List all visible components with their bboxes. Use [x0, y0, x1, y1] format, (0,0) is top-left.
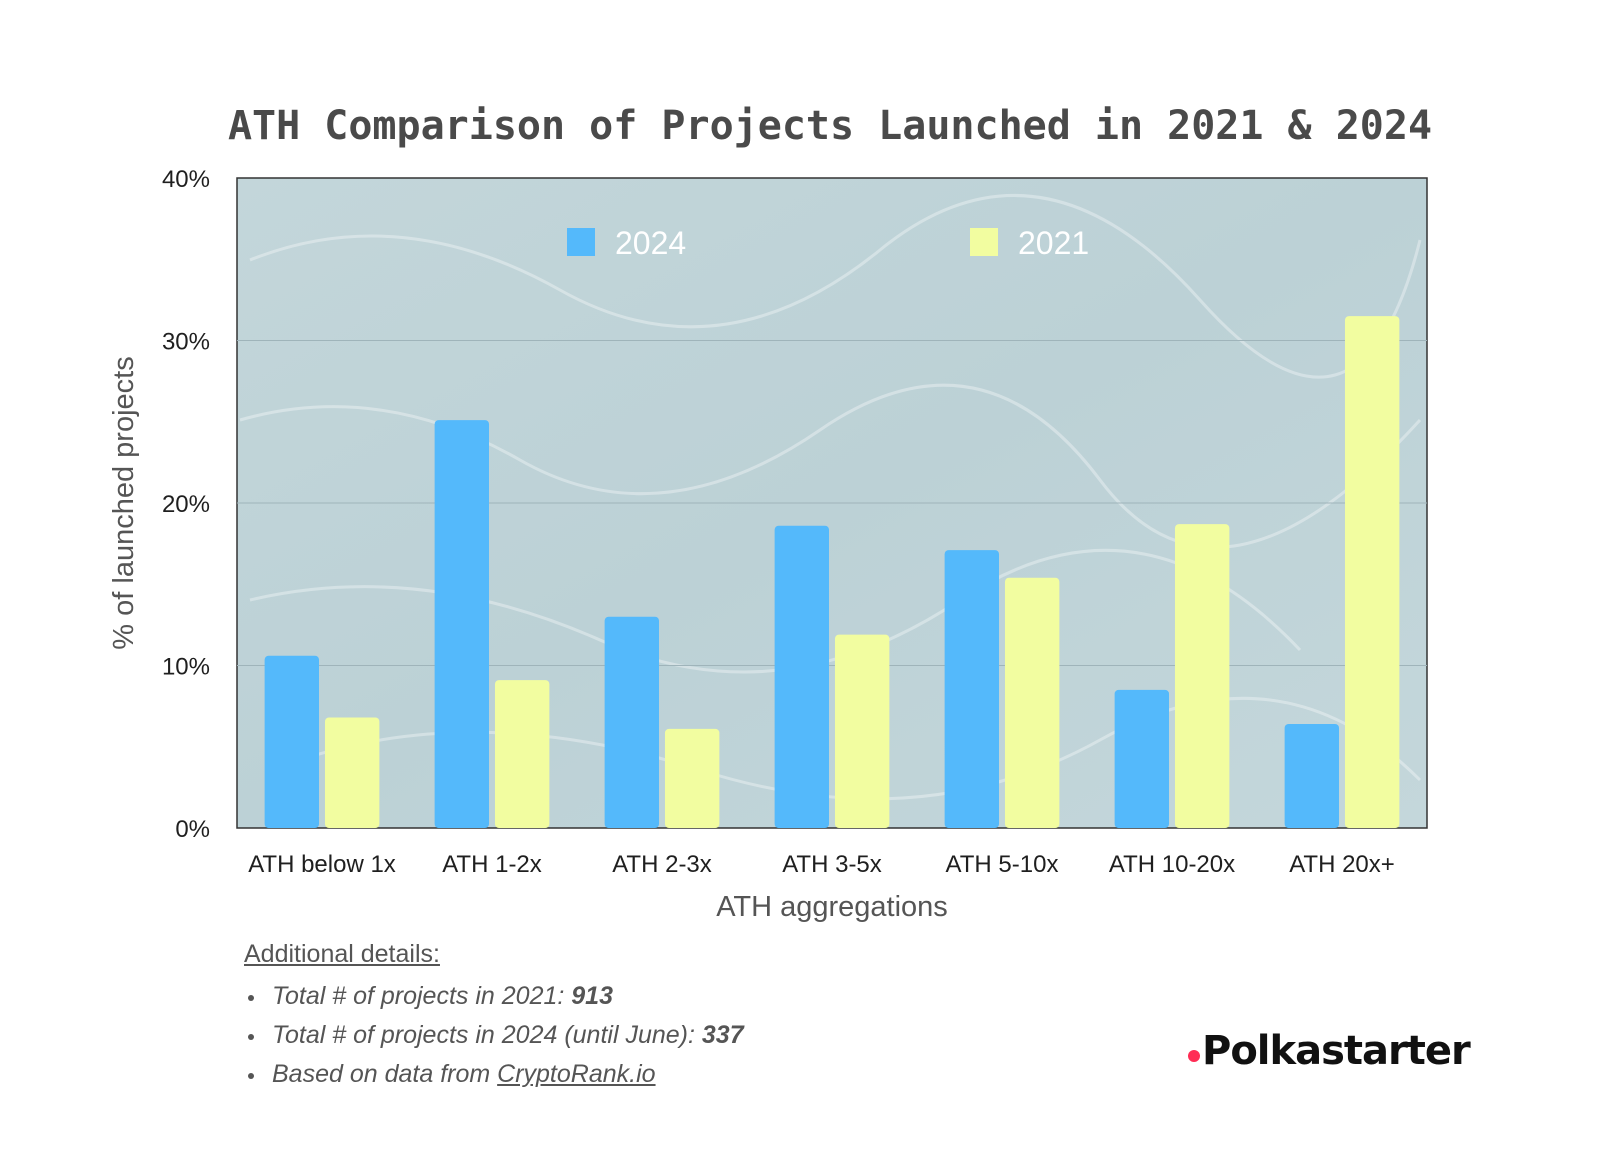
additional-details: Additional details: Total # of projects …	[244, 940, 744, 1094]
details-item-2024-label: Total # of projects in 2024 (until June)…	[272, 1021, 702, 1049]
legend-swatch-2021	[970, 228, 998, 256]
x-axis-labels: ATH below 1x ATH 1-2x ATH 2-3x ATH 3-5x ATH …	[248, 851, 1395, 878]
bar-2021-ath-3-5x	[834, 634, 890, 828]
bar-2021-ath-below-1x	[324, 717, 380, 828]
x-tick-label: ATH below 1x	[248, 851, 396, 878]
legend: 2024 2021	[567, 225, 1089, 261]
bar-2024-ath-10-20x	[1114, 689, 1170, 828]
legend-swatch-2024	[567, 228, 595, 256]
bar-2024-ath-1-2x	[434, 420, 490, 828]
x-tick-label: ATH 5-10x	[946, 851, 1059, 878]
x-tick-label: ATH 1-2x	[442, 851, 542, 878]
details-item-2021-value: 913	[571, 982, 613, 1010]
bar-2024-ath-5-10x	[944, 550, 1000, 828]
bars	[264, 316, 1400, 828]
bar-2021-ath-1-2x	[494, 680, 550, 828]
y-tick-label: 20%	[162, 491, 210, 518]
details-item-2021-label: Total # of projects in 2021:	[272, 982, 572, 1010]
x-tick-label: ATH 10-20x	[1109, 851, 1235, 878]
x-tick-label: ATH 3-5x	[782, 851, 882, 878]
details-item-2024: Total # of projects in 2024 (until June)…	[248, 1016, 744, 1055]
bar-2021-ath-5-10x	[1004, 577, 1060, 828]
cryptorank-link[interactable]: CryptoRank.io	[497, 1060, 656, 1088]
bar-2021-ath-20x+	[1344, 316, 1400, 828]
bar-2021-ath-2-3x	[664, 728, 720, 828]
chart-title: ATH Comparison of Projects Launched in 2…	[228, 103, 1432, 149]
polkastarter-logo: Polkastarter	[1188, 1028, 1471, 1074]
brand-name: Polkastarter	[1202, 1028, 1471, 1074]
y-tick-label: 0%	[175, 816, 210, 843]
bar-2021-ath-10-20x	[1174, 524, 1230, 828]
x-axis-title: ATH aggregations	[716, 891, 948, 923]
y-tick-label: 10%	[162, 654, 210, 681]
details-item-2021: Total # of projects in 2021: 913	[248, 977, 744, 1016]
y-tick-label: 30%	[162, 329, 210, 356]
y-axis-ticks: 0% 10% 20% 30% 40%	[162, 166, 210, 843]
details-item-2024-value: 337	[701, 1021, 744, 1049]
details-list: Total # of projects in 2021: 913 Total #…	[244, 977, 744, 1094]
bar-2024-ath-below-1x	[264, 655, 320, 828]
brand-dot-icon	[1188, 1050, 1200, 1062]
bar-2024-ath-3-5x	[774, 525, 830, 828]
y-axis-title: % of launched projects	[108, 356, 140, 649]
legend-label-2021: 2021	[1018, 225, 1089, 261]
details-item-source: Based on data from CryptoRank.io	[248, 1055, 744, 1094]
details-source-label: Based on data from	[272, 1060, 498, 1088]
legend-label-2024: 2024	[615, 225, 686, 261]
x-tick-label: ATH 20x+	[1289, 851, 1395, 878]
y-tick-label: 40%	[162, 166, 210, 193]
bar-2024-ath-2-3x	[604, 616, 660, 828]
details-heading: Additional details:	[244, 940, 440, 968]
x-tick-label: ATH 2-3x	[612, 851, 712, 878]
bar-2024-ath-20x+	[1284, 724, 1340, 828]
